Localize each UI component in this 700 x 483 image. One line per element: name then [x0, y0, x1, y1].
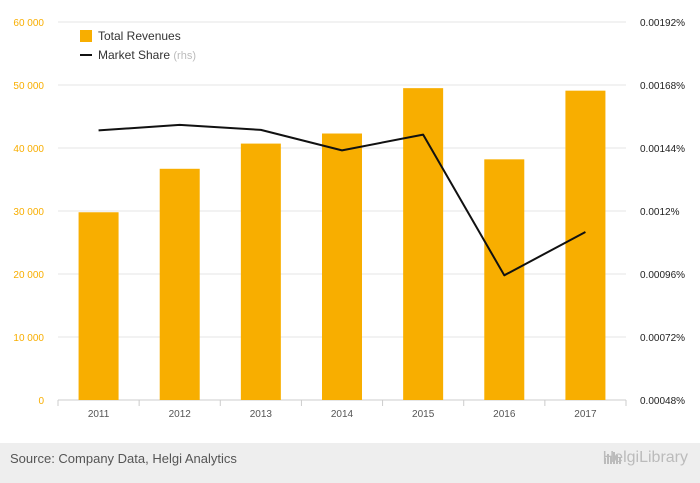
y-right-tick-label: 0.00048%: [640, 396, 685, 407]
legend-label-suffix: (rhs): [173, 50, 196, 62]
x-tick-label: 2012: [169, 409, 192, 420]
revenue-bar: [484, 159, 525, 400]
y-left-tick-label: 0: [38, 396, 44, 407]
combo-chart: 0 10 000 20 000 30 000 40 000 50 000 60 000 0.0…: [13, 18, 685, 420]
y-left-tick-label: 20 000: [13, 270, 44, 281]
legend-swatch-revenues: [80, 30, 92, 42]
revenue-bar: [78, 212, 119, 400]
y-left-tick-label: 50 000: [13, 81, 44, 92]
market-share-line: [98, 123, 586, 277]
revenue-bar: [240, 143, 281, 400]
x-tick-label: 2011: [88, 409, 110, 420]
y-left-tick-label: 40 000: [13, 144, 44, 155]
y-right-tick-label: 0.00096%: [640, 270, 685, 281]
y-left-tick-label: 60 000: [13, 18, 44, 29]
x-tick-label: 2017: [574, 409, 597, 420]
y-left-tick-label: 30 000: [13, 207, 44, 218]
y-right-tick-label: 0.00192%: [640, 18, 685, 29]
x-tick-label: 2015: [412, 409, 435, 420]
footer: Source: Company Data, Helgi Analytics He…: [0, 443, 700, 483]
y-right-tick-label: 0.00168%: [640, 81, 685, 92]
y-left-tick-label: 10 000: [13, 333, 44, 344]
x-tick-label: 2014: [331, 409, 354, 420]
x-tick-label: 2013: [250, 409, 273, 420]
revenue-bar: [403, 88, 444, 401]
y-right-tick-label: 0.0012%: [640, 207, 680, 218]
library-icon: [603, 452, 621, 464]
revenue-bar: [159, 168, 200, 400]
legend-label-market-share: Market Share (rhs): [98, 48, 196, 62]
y-right-tick-label: 0.00144%: [640, 144, 685, 155]
y-right-tick-label: 0.00072%: [640, 333, 685, 344]
x-tick-label: 2016: [493, 409, 516, 420]
brand-text: HelgiLibrary: [602, 449, 688, 466]
revenue-bar: [565, 90, 606, 401]
brand-logo[interactable]: HelgiLibrary: [603, 449, 688, 467]
revenue-bar: [322, 133, 362, 400]
source-text: Source: Company Data, Helgi Analytics: [10, 451, 237, 466]
legend-label-revenues: Total Revenues: [98, 29, 181, 43]
